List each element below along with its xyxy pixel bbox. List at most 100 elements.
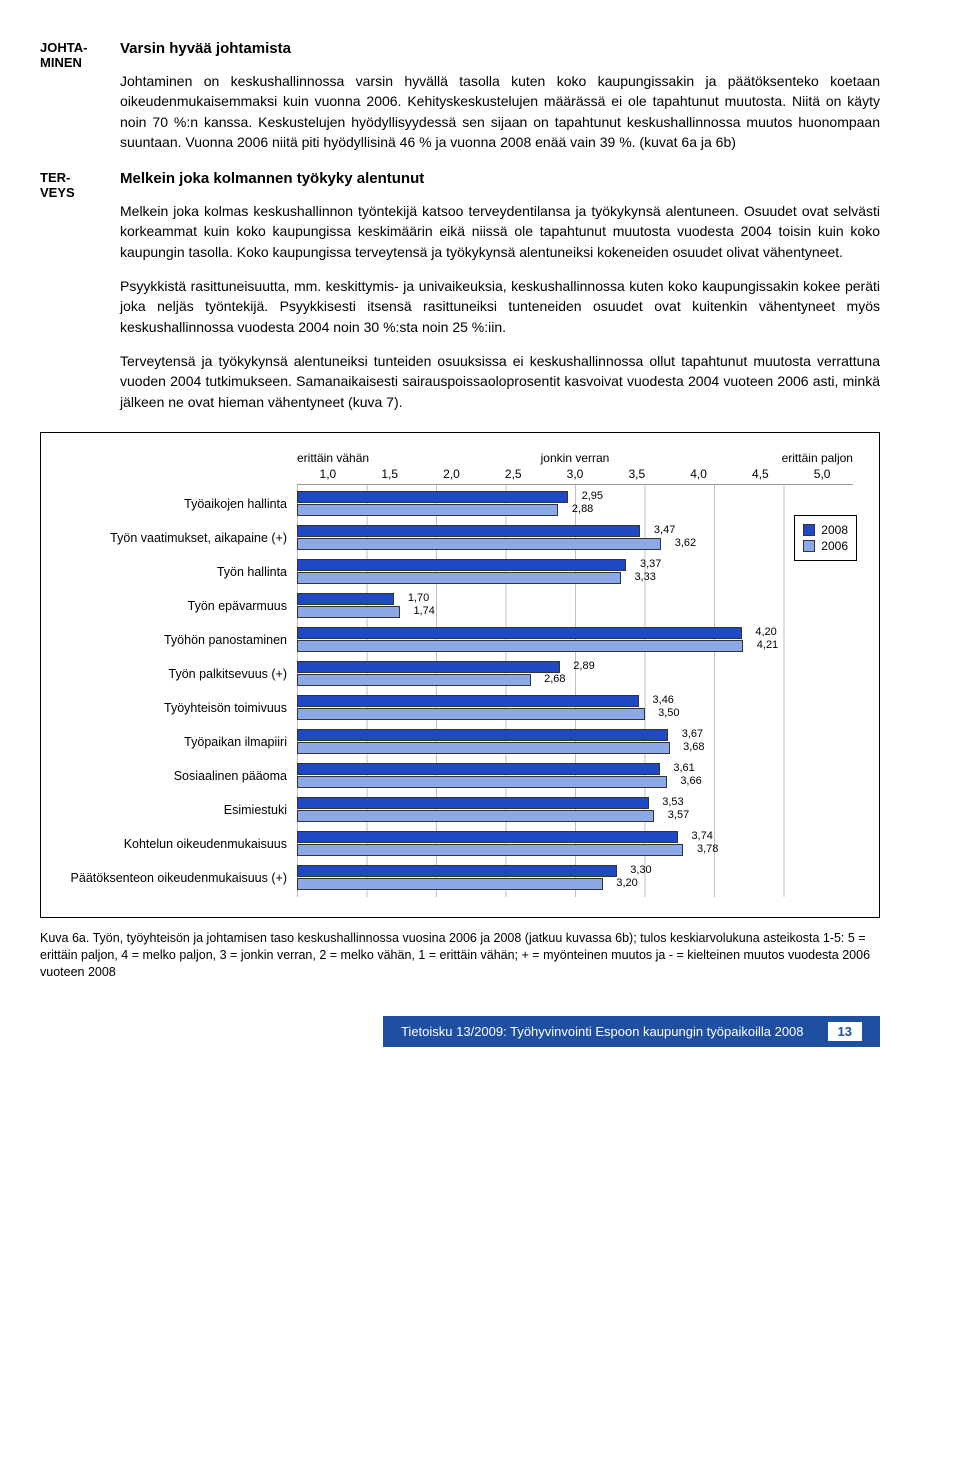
scale-label-right: erittäin paljon	[668, 451, 853, 465]
bar-value: 3,57	[668, 809, 689, 821]
legend-swatch	[803, 540, 815, 552]
axis-tick: 1,0	[297, 467, 359, 481]
bar-value: 3,47	[654, 524, 675, 536]
bar-value: 3,46	[653, 694, 674, 706]
bar-area: 1,701,74	[297, 589, 853, 623]
bar-v2006: 3,68	[297, 742, 670, 754]
chart-caption: Kuva 6a. Työn, työyhteisön ja johtamisen…	[40, 930, 880, 981]
row-label: Sosiaalinen pääoma	[67, 769, 297, 783]
legend-label: 2008	[821, 523, 848, 537]
bar-area: 2,952,88	[297, 487, 853, 521]
bar-value: 3,33	[634, 571, 655, 583]
bar-v2006: 2,68	[297, 674, 531, 686]
sidebar-label-terveys: TER- VEYS	[40, 170, 110, 200]
bar-value: 3,30	[630, 864, 651, 876]
row-label: Työpaikan ilmapiiri	[67, 735, 297, 749]
axis-tick: 1,5	[359, 467, 421, 481]
bar-v2006: 3,57	[297, 810, 654, 822]
footer-text: Tietoisku 13/2009: Työhyvinvointi Espoon…	[401, 1024, 804, 1039]
legend-item: 2006	[803, 539, 848, 553]
bar-v2008: 2,95	[297, 491, 568, 503]
chart-row: Kohtelun oikeudenmukaisuus3,743,78	[67, 827, 853, 861]
bar-value: 2,68	[544, 673, 565, 685]
bar-area: 3,473,62	[297, 521, 853, 555]
bar-v2008: 3,30	[297, 865, 617, 877]
row-label: Päätöksenteon oikeudenmukaisuus (+)	[67, 871, 297, 885]
bar-area: 4,204,21	[297, 623, 853, 657]
bar-value: 3,50	[658, 707, 679, 719]
section-johtaminen: JOHTA- MINEN Varsin hyvää johtamista Joh…	[40, 40, 880, 152]
bar-value: 3,68	[683, 741, 704, 753]
bar-v2008: 2,89	[297, 661, 560, 673]
bar-value: 3,62	[675, 537, 696, 549]
heading-johtaminen: Varsin hyvää johtamista	[120, 40, 880, 57]
bar-value: 4,20	[755, 626, 776, 638]
row-label: Työaikojen hallinta	[67, 497, 297, 511]
axis-tick: 3,0	[544, 467, 606, 481]
bar-area: 3,673,68	[297, 725, 853, 759]
bar-value: 1,70	[408, 592, 429, 604]
bar-v2008: 1,70	[297, 593, 394, 605]
bar-value: 3,61	[673, 762, 694, 774]
row-label: Työyhteisön toimivuus	[67, 701, 297, 715]
chart-scale-labels: erittäin vähän jonkin verran erittäin pa…	[297, 451, 853, 465]
axis-tick: 5,0	[791, 467, 853, 481]
footer-bar: Tietoisku 13/2009: Työhyvinvointi Espoon…	[383, 1016, 880, 1047]
row-label: Työn vaatimukset, aikapaine (+)	[67, 531, 297, 545]
document-page: JOHTA- MINEN Varsin hyvää johtamista Joh…	[0, 0, 960, 1067]
axis-tick: 2,0	[421, 467, 483, 481]
bar-v2006: 1,74	[297, 606, 400, 618]
bar-area: 3,463,50	[297, 691, 853, 725]
chart-row: Työn hallinta3,373,33	[67, 555, 853, 589]
section-terveys: TER- VEYS Melkein joka kolmannen työkyky…	[40, 170, 880, 412]
row-label: Työhön panostaminen	[67, 633, 297, 647]
bar-value: 3,20	[616, 877, 637, 889]
bar-v2008: 3,61	[297, 763, 660, 775]
axis-tick: 2,5	[482, 467, 544, 481]
axis-tick: 4,0	[668, 467, 730, 481]
bar-value: 3,53	[662, 796, 683, 808]
bar-value: 2,88	[572, 503, 593, 515]
heading-terveys: Melkein joka kolmannen työkyky alentunut	[120, 170, 880, 187]
scale-label-mid: jonkin verran	[482, 451, 667, 465]
bar-v2006: 3,62	[297, 538, 661, 550]
chart-row: Työyhteisön toimivuus3,463,50	[67, 691, 853, 725]
bar-v2008: 3,53	[297, 797, 649, 809]
bar-v2008: 3,74	[297, 831, 678, 843]
bar-v2008: 3,67	[297, 729, 668, 741]
bar-value: 3,37	[640, 558, 661, 570]
chart-row: Sosiaalinen pääoma3,613,66	[67, 759, 853, 793]
bar-value: 3,74	[691, 830, 712, 842]
footer-page-number: 13	[828, 1022, 862, 1041]
chart-row: Työhön panostaminen4,204,21	[67, 623, 853, 657]
chart-row: Työn palkitsevuus (+)2,892,68	[67, 657, 853, 691]
paragraph: Terveytensä ja työkykynsä alentuneiksi t…	[120, 351, 880, 412]
bar-area: 3,613,66	[297, 759, 853, 793]
chart-row: Työpaikan ilmapiiri3,673,68	[67, 725, 853, 759]
chart-row: Työn epävarmuus1,701,74	[67, 589, 853, 623]
bar-v2006: 3,78	[297, 844, 683, 856]
row-label: Työn hallinta	[67, 565, 297, 579]
bar-value: 2,95	[582, 490, 603, 502]
bar-v2006: 4,21	[297, 640, 743, 652]
chart-6a: erittäin vähän jonkin verran erittäin pa…	[40, 432, 880, 918]
bar-v2006: 3,50	[297, 708, 645, 720]
legend-label: 2006	[821, 539, 848, 553]
bar-area: 3,533,57	[297, 793, 853, 827]
bar-v2008: 3,46	[297, 695, 639, 707]
bar-value: 2,89	[573, 660, 594, 672]
bar-area: 3,303,20	[297, 861, 853, 895]
chart-row: Työn vaatimukset, aikapaine (+)3,473,62	[67, 521, 853, 555]
chart-rows: Työaikojen hallinta2,952,88Työn vaatimuk…	[67, 487, 853, 895]
paragraph: Johtaminen on keskushallinnossa varsin h…	[120, 71, 880, 152]
bar-v2008: 4,20	[297, 627, 742, 639]
bar-value: 3,78	[697, 843, 718, 855]
axis-tick: 4,5	[729, 467, 791, 481]
sidebar-label-johtaminen: JOHTA- MINEN	[40, 40, 110, 70]
scale-label-left: erittäin vähän	[297, 451, 482, 465]
bar-value: 3,67	[682, 728, 703, 740]
row-label: Työn epävarmuus	[67, 599, 297, 613]
bar-v2006: 3,33	[297, 572, 621, 584]
chart-row: Esimiestuki3,533,57	[67, 793, 853, 827]
legend-item: 2008	[803, 523, 848, 537]
